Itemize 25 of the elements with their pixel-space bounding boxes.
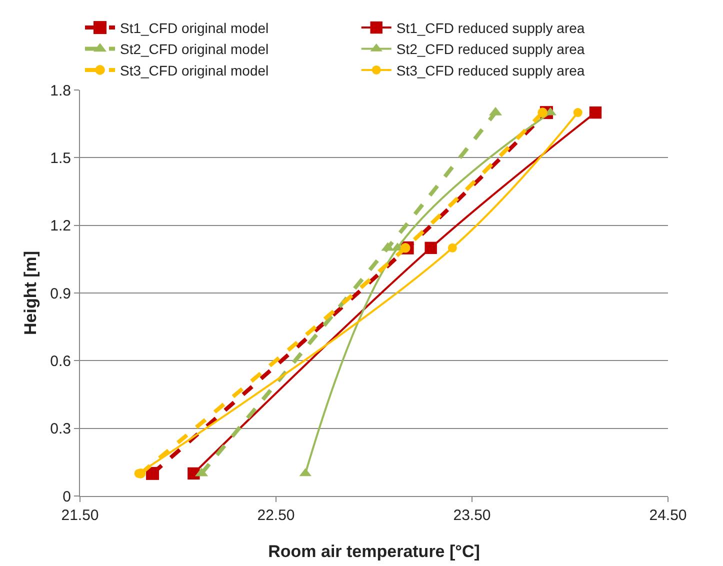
legend-label: St3_CFD original model [120, 62, 269, 78]
x-tick-label: 23.50 [453, 507, 491, 524]
y-tick-label: 1.8 [50, 82, 71, 100]
y-tick-label: 0.6 [50, 352, 71, 370]
point [448, 243, 457, 252]
legend-label: St1_CFD original model [120, 20, 269, 36]
legend-label: St3_CFD reduced supply area [396, 62, 585, 78]
x-axis-title: Room air temperature [°C] [268, 542, 480, 561]
point [400, 242, 410, 253]
legend-label: St2_CFD reduced supply area [396, 41, 585, 58]
point [424, 242, 437, 254]
x-tick-label: 24.50 [649, 507, 687, 524]
y-axis-title: Height [m] [21, 250, 40, 336]
y-tick-label: 0.9 [50, 285, 71, 302]
point [146, 466, 160, 480]
point [573, 108, 582, 118]
x-tick-label: 22.50 [257, 507, 295, 524]
point [589, 106, 602, 119]
y-tick-label: 0 [62, 488, 71, 506]
y-tick-label: 1.2 [50, 218, 71, 235]
y-tick-label: 1.5 [50, 150, 71, 167]
legend-label: St2_CFD original model [120, 41, 269, 58]
y-tick-label: 0.3 [50, 420, 71, 438]
legend-label: St1_CFD reduced supply area [396, 20, 585, 36]
x-tick-label: 21.50 [61, 507, 99, 524]
